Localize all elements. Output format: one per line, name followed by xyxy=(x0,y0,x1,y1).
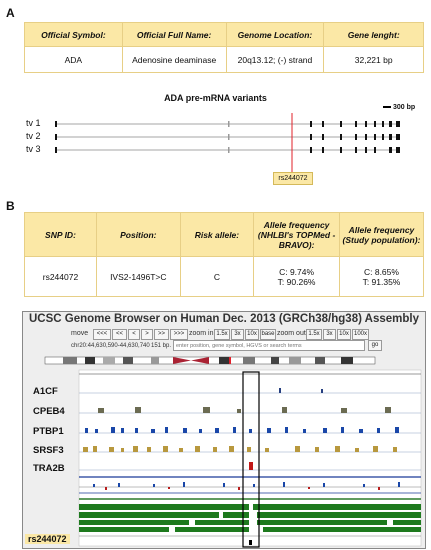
header-official-full-name: Official Full Name: xyxy=(121,22,227,47)
header-genome-location: Genome Location: xyxy=(225,22,325,47)
value-snp-id: rs244072 xyxy=(24,256,97,297)
header-allele-freq-topmed: Allele frequency (NHLBI's TOPMed - BRAVO… xyxy=(253,212,340,257)
value-official-symbol: ADA xyxy=(24,46,123,73)
zoom-in-3x[interactable]: 3x xyxy=(231,329,244,340)
track-label-tra2b: TRA2B xyxy=(33,463,65,474)
header-allele-freq-study: Allele frequency (Study population): xyxy=(338,212,425,257)
scale-bar-label: 300 bp xyxy=(392,104,416,111)
go-button[interactable]: go xyxy=(368,340,382,351)
header-snp-id: SNP ID: xyxy=(24,212,97,257)
value-position: IVS2-1496T>C xyxy=(95,256,181,297)
move-button-left-2[interactable]: << xyxy=(112,329,127,340)
header-official-symbol: Official Symbol: xyxy=(24,22,123,47)
browser-tracks xyxy=(44,356,422,548)
zoom-in-label: zoom in xyxy=(189,330,214,337)
zoom-in-1-5x[interactable]: 1.5x xyxy=(214,329,230,340)
zoom-out-label: zoom out xyxy=(277,330,306,337)
genome-browser: UCSC Genome Browser on Human Dec. 2013 (… xyxy=(22,311,426,549)
tv2-label: tv 2 xyxy=(26,131,41,141)
zoom-in-10x[interactable]: 10x xyxy=(245,329,259,340)
snp-info-table: SNP ID: Position: Risk allele: Allele fr… xyxy=(24,212,425,297)
move-button-left[interactable]: < xyxy=(128,329,140,340)
snp-marker-label: rs244072 xyxy=(273,172,313,185)
tv3-label: tv 3 xyxy=(26,144,41,154)
browser-title: UCSC Genome Browser on Human Dec. 2013 (… xyxy=(28,313,420,325)
value-genome-location: 20q13.12; (-) strand xyxy=(225,46,325,73)
zoom-base[interactable]: base xyxy=(260,329,276,340)
gene-info-table: Official Symbol: Official Full Name: Gen… xyxy=(24,22,424,73)
value-official-full-name: Adenosine deaminase xyxy=(121,46,227,73)
track-label-a1cf: A1CF xyxy=(33,386,58,397)
header-risk-allele: Risk allele: xyxy=(179,212,255,257)
zoom-out-10x[interactable]: 10x xyxy=(337,329,351,340)
value-allele-freq-topmed: C: 9.74% T: 90.26% xyxy=(253,256,340,297)
chromosome-ideogram xyxy=(44,356,376,365)
value-risk-allele: C xyxy=(179,256,255,297)
scale-bar: 300 bp xyxy=(383,104,415,111)
zoom-out-100x[interactable]: 100x xyxy=(352,329,369,340)
move-button-right-2[interactable]: >> xyxy=(154,329,169,340)
bottom-snp-label: rs244072 xyxy=(25,534,70,544)
move-button-far-right[interactable]: >>> xyxy=(170,329,188,340)
move-button-right[interactable]: > xyxy=(141,329,153,340)
value-gene-length: 32,221 bp xyxy=(323,46,424,73)
search-input[interactable] xyxy=(173,340,365,351)
zoom-out-1-5x[interactable]: 1.5x xyxy=(306,329,322,340)
track-label-srsf3: SRSF3 xyxy=(33,445,64,456)
header-position: Position: xyxy=(95,212,181,257)
bp-readout: 151 bp. xyxy=(151,343,172,349)
pre-mrna-variants-diagram xyxy=(55,113,400,173)
header-gene-length: Gene lenght: xyxy=(323,22,424,47)
tv1-label: tv 1 xyxy=(26,118,41,128)
zoom-out-3x[interactable]: 3x xyxy=(323,329,336,340)
panel-b-letter: B xyxy=(6,199,15,213)
position-readout: chr20:44,630,590-44,630,740 xyxy=(71,343,150,349)
panel-a-letter: A xyxy=(6,6,15,20)
move-button-far-left[interactable]: <<< xyxy=(93,329,111,340)
move-label: move xyxy=(71,330,89,337)
variants-title: ADA pre-mRNA variants xyxy=(164,93,267,103)
value-allele-freq-study: C: 8.65% T: 91.35% xyxy=(338,256,425,297)
track-label-cpeb4: CPEB4 xyxy=(33,406,65,417)
track-label-ptbp1: PTBP1 xyxy=(33,426,64,437)
